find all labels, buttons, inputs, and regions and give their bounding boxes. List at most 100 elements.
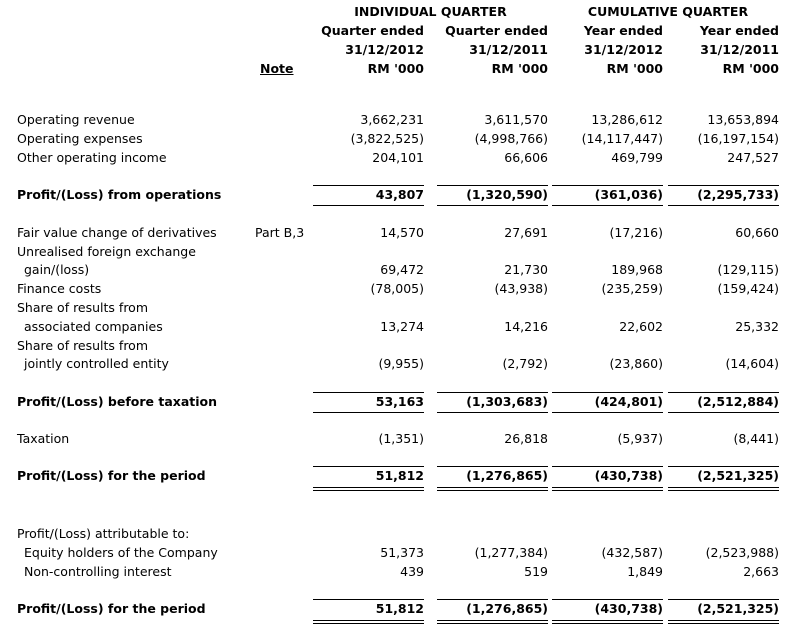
rule xyxy=(668,623,779,624)
row-label: Profit/(Loss) before taxation xyxy=(17,394,218,409)
cell-value: 22,602 xyxy=(619,319,663,334)
cell-value: (2,792) xyxy=(502,356,548,371)
column-header: Quarter ended xyxy=(321,23,424,38)
row-label: Non-controlling interest xyxy=(24,564,172,579)
row-label: jointly controlled entity xyxy=(24,356,169,371)
row-label: Other operating income xyxy=(17,150,167,165)
row-label: Fair value change of derivatives xyxy=(17,225,217,240)
rule xyxy=(552,487,663,488)
rule xyxy=(313,185,424,186)
column-header: Year ended xyxy=(583,23,663,38)
rule xyxy=(313,487,424,488)
cell-value: (424,801) xyxy=(594,394,663,409)
group-header: CUMULATIVE QUARTER xyxy=(587,4,749,19)
cell-value: 21,730 xyxy=(504,262,548,277)
row-label: associated companies xyxy=(24,319,163,334)
cell-value: 14,570 xyxy=(380,225,424,240)
cell-value: 439 xyxy=(400,564,424,579)
cell-value: (2,512,884) xyxy=(697,394,779,409)
row-label: Operating expenses xyxy=(17,131,143,146)
cell-value: 25,332 xyxy=(735,319,779,334)
row-label: Share of results from xyxy=(17,300,149,315)
cell-value: (43,938) xyxy=(494,281,549,296)
cell-value: (1,277,384) xyxy=(474,545,548,560)
rule xyxy=(552,490,663,491)
cell-value: 60,660 xyxy=(735,225,779,240)
rule xyxy=(552,185,663,186)
row-label: Share of results from xyxy=(17,338,149,353)
rule xyxy=(552,205,663,206)
cell-value: 13,286,612 xyxy=(591,112,663,127)
rule xyxy=(313,392,424,393)
cell-value: (1,303,683) xyxy=(466,394,548,409)
cell-value: 26,818 xyxy=(504,431,548,446)
cell-value: 2,663 xyxy=(743,564,779,579)
rule xyxy=(437,599,548,600)
cell-value: 51,812 xyxy=(375,601,424,616)
rule xyxy=(552,599,663,600)
column-header: 31/12/2011 xyxy=(469,42,548,57)
rule xyxy=(668,490,779,491)
cell-value: 469,799 xyxy=(611,150,663,165)
rule xyxy=(552,620,663,621)
cell-value: (78,005) xyxy=(370,281,425,296)
cell-value: 13,274 xyxy=(380,319,424,334)
rule xyxy=(313,620,424,621)
cell-value: 69,472 xyxy=(380,262,424,277)
rule xyxy=(552,412,663,413)
cell-value: (432,587) xyxy=(601,545,663,560)
cell-value: (430,738) xyxy=(594,601,663,616)
rule xyxy=(437,185,548,186)
cell-value: 27,691 xyxy=(504,225,548,240)
rule xyxy=(313,466,424,467)
note-header: Note xyxy=(260,61,294,76)
cell-value: (2,295,733) xyxy=(697,187,779,202)
cell-value: (14,117,447) xyxy=(581,131,663,146)
rule xyxy=(437,487,548,488)
row-label: Profit/(Loss) for the period xyxy=(17,468,206,483)
row-note: Part B,3 xyxy=(255,225,305,240)
rule xyxy=(437,466,548,467)
column-header: RM '000 xyxy=(606,61,663,76)
row-label: gain/(loss) xyxy=(24,262,90,277)
column-header: 31/12/2012 xyxy=(584,42,663,57)
cell-value: 53,163 xyxy=(375,394,424,409)
rule xyxy=(552,466,663,467)
cell-value: (2,523,988) xyxy=(705,545,779,560)
cell-value: 519 xyxy=(524,564,548,579)
row-label: Operating revenue xyxy=(17,112,135,127)
cell-value: 66,606 xyxy=(504,150,548,165)
row-label: Profit/(Loss) from operations xyxy=(17,187,222,202)
rule xyxy=(668,185,779,186)
column-header: 31/12/2011 xyxy=(700,42,779,57)
row-label: Unrealised foreign exchange xyxy=(17,244,196,259)
row-label: Taxation xyxy=(17,431,70,446)
group-header: INDIVIDUAL QUARTER xyxy=(354,4,507,19)
column-header: Year ended xyxy=(699,23,779,38)
rule xyxy=(668,620,779,621)
rule xyxy=(668,466,779,467)
column-header: RM '000 xyxy=(491,61,548,76)
cell-value: (129,115) xyxy=(717,262,779,277)
rule xyxy=(437,623,548,624)
cell-value: (430,738) xyxy=(594,468,663,483)
rule xyxy=(668,392,779,393)
rule xyxy=(552,392,663,393)
cell-value: (1,320,590) xyxy=(466,187,548,202)
row-label: Profit/(Loss) for the period xyxy=(17,601,206,616)
rule xyxy=(437,392,548,393)
cell-value: (9,955) xyxy=(378,356,424,371)
rule xyxy=(437,412,548,413)
rule xyxy=(313,412,424,413)
row-label: Profit/(Loss) attributable to: xyxy=(17,526,190,541)
cell-value: (4,998,766) xyxy=(474,131,548,146)
cell-value: 14,216 xyxy=(504,319,548,334)
cell-value: (16,197,154) xyxy=(697,131,779,146)
cell-value: 204,101 xyxy=(372,150,424,165)
cell-value: 3,662,231 xyxy=(360,112,424,127)
cell-value: (361,036) xyxy=(594,187,663,202)
rule xyxy=(668,205,779,206)
rule xyxy=(437,620,548,621)
cell-value: 51,812 xyxy=(375,468,424,483)
